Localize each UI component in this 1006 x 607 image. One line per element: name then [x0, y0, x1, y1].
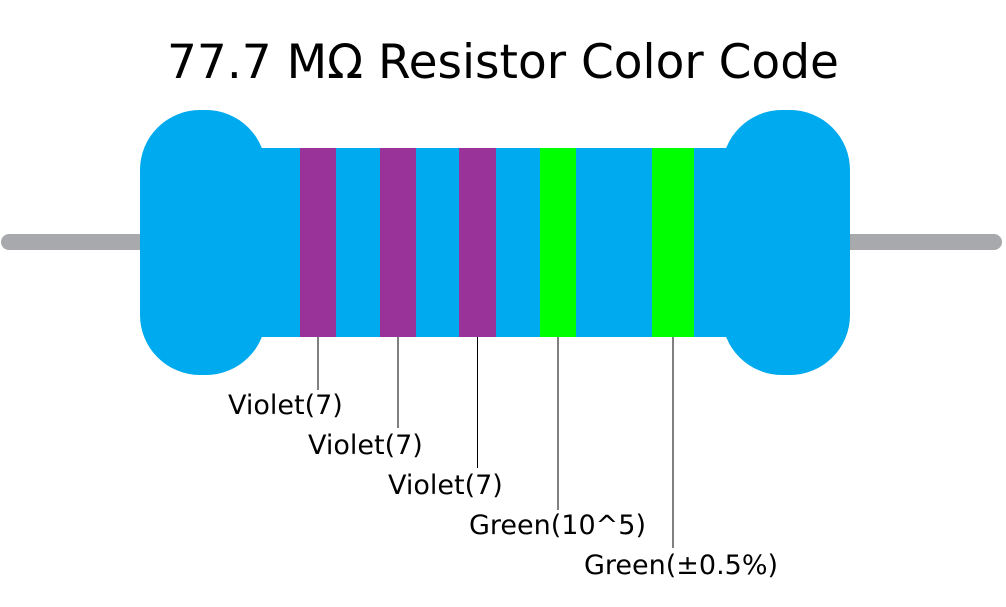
color-band — [300, 148, 336, 337]
color-band — [459, 148, 496, 337]
band-label: Green(10^5) — [469, 510, 646, 541]
band-label: Violet(7) — [388, 470, 503, 501]
color-band — [380, 148, 416, 337]
color-band — [652, 148, 694, 337]
title: 77.7 MΩ Resistor Color Code — [167, 35, 839, 90]
color-band — [540, 148, 576, 337]
bands: Violet(7) Violet(7) Violet(7) Green(10^5) Gr… — [228, 148, 778, 581]
band-label: Violet(7) — [308, 430, 423, 461]
band-label: Violet(7) — [228, 390, 343, 421]
band-label: Green(±0.5%) — [584, 550, 778, 581]
